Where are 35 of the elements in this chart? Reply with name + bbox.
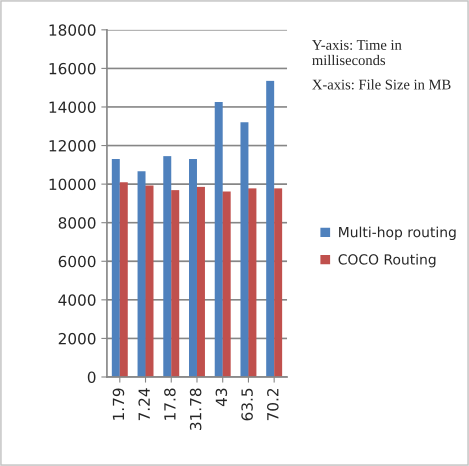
y-tick-label: 0 [88,371,96,384]
bar [120,182,128,377]
bar [266,80,274,377]
bar [214,102,223,377]
x-tick-label: 17.8 [164,388,176,420]
bar [240,122,248,377]
legend-label: COCO Routing [338,254,436,268]
bar [146,185,154,377]
x-tick-label: 7.24 [138,388,150,420]
x-tick-label: 1.79 [112,388,124,420]
bar [163,156,172,377]
bar [274,188,282,377]
bar [196,186,205,377]
bar [112,159,120,377]
y-tick-label: 8000 [58,217,96,229]
x-tick-label: 31.78 [190,388,202,430]
x-tick-label: 63.5 [241,388,253,420]
text: X-axis: File Size in MB [312,79,451,90]
bar [189,159,197,377]
y-tick-label: 14000 [50,101,96,113]
y-tick-label: 12000 [50,140,96,152]
y-tick-label: 18000 [50,24,96,36]
legend-label: Multi-hop routing [339,226,456,240]
y-tick-label: 6000 [58,256,96,268]
bar [171,190,180,377]
bar [222,191,231,377]
y-tick-label: 4000 [58,294,96,306]
y-tick-label: 10000 [50,178,96,190]
x-tick-label: 43 [216,388,228,406]
text: Y-axis: Time in milliseconds [312,40,402,66]
bar [248,188,256,377]
x-tick-label: 70.2 [267,388,279,420]
y-tick-label: 16000 [50,62,96,74]
bar [138,171,146,377]
y-tick-label: 2000 [58,332,96,344]
